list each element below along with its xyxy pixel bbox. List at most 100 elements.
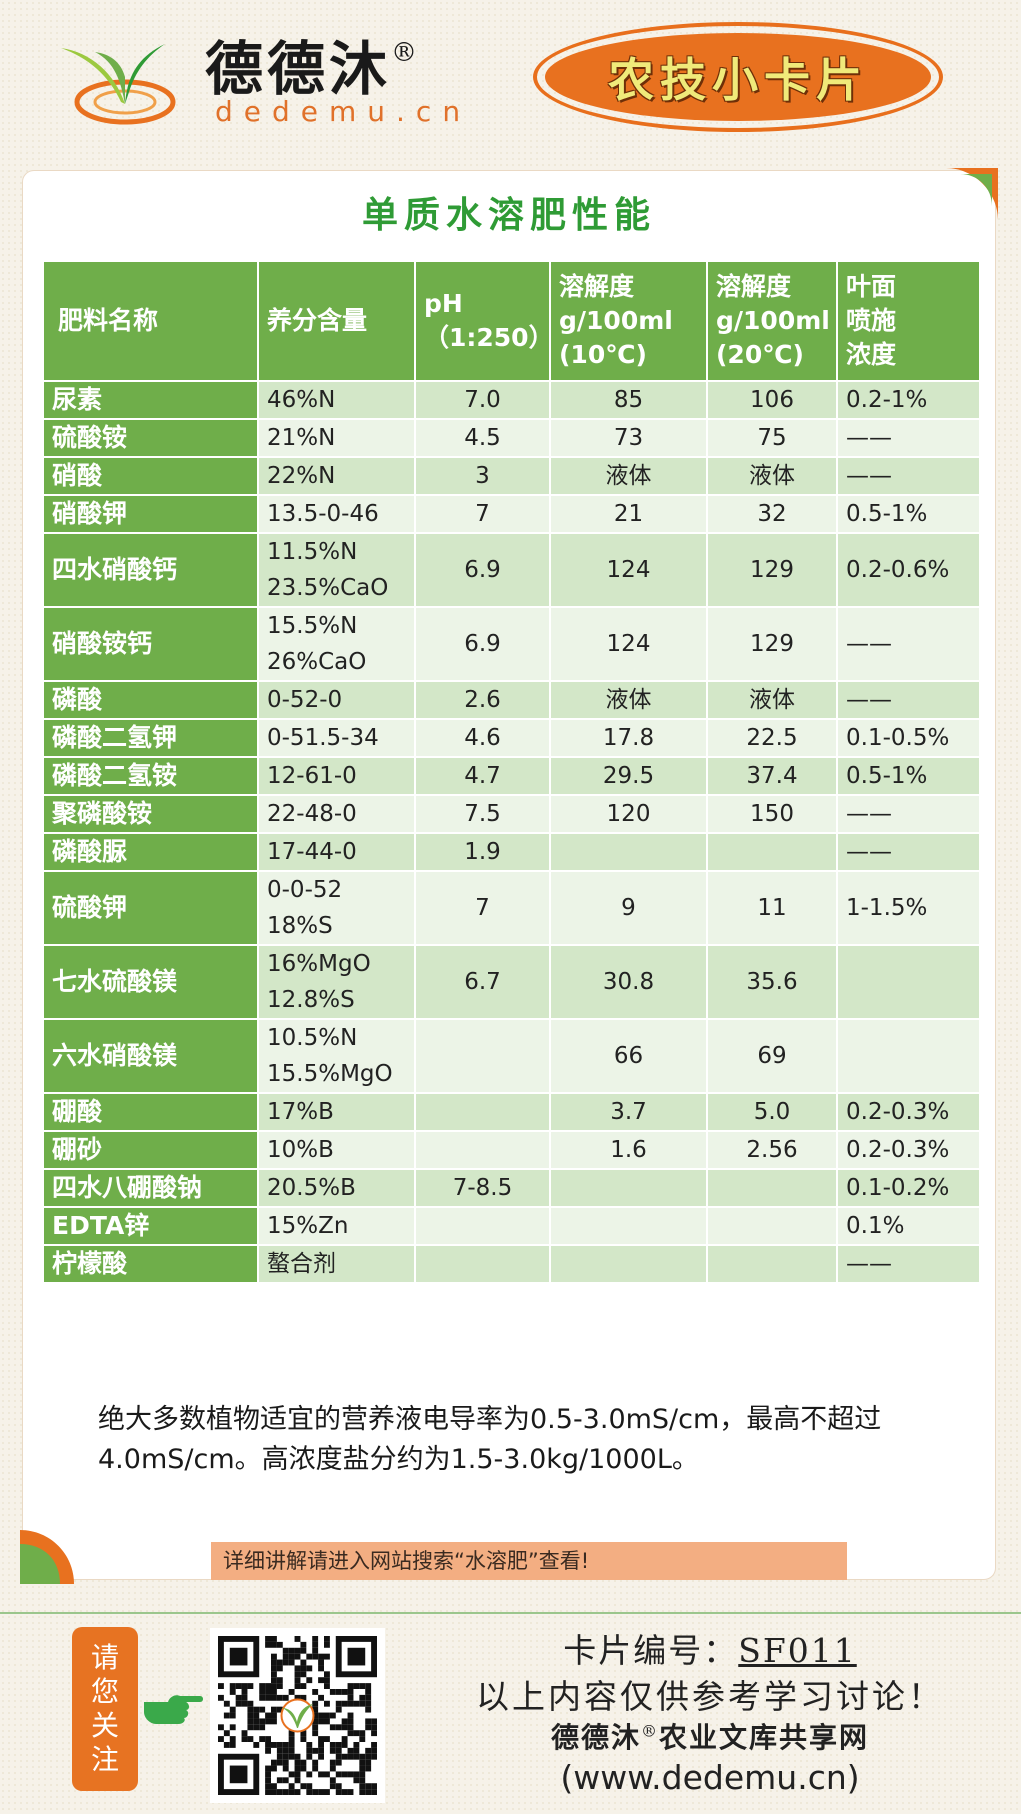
column-header-line: 叶面 (846, 272, 897, 301)
solubility-10c (550, 1244, 708, 1282)
disclaimer: 以上内容仅供参考学习讨论！ (476, 1677, 944, 1716)
column-header-line: g/100ml (716, 306, 830, 335)
table-row: 尿素 46%N 7.0 85 106 0.2-1% (44, 380, 979, 419)
solubility-10c: 124 (550, 532, 708, 607)
table-row: 磷酸二氢钾 0-51.5-34 4.6 17.8 22.5 0.1-0.5% (44, 718, 979, 757)
solubility-10c: 120 (550, 794, 708, 833)
solubility-10c: 85 (550, 380, 708, 419)
nutrient-content: 螯合剂 (258, 1244, 416, 1282)
table-row: 硫酸钾 0-0-52 18%S 7 9 11 1-1.5% (44, 870, 979, 945)
ph-value: 3 (415, 456, 551, 495)
fertilizer-name: 尿素 (44, 380, 259, 419)
fertilizer-name: 硼酸 (44, 1092, 259, 1131)
solubility-10c (550, 1206, 708, 1245)
fertilizer-name: 磷酸脲 (44, 832, 259, 871)
nutrient-line: 13.5-0-46 (267, 501, 379, 527)
fertilizer-name: 柠檬酸 (44, 1244, 259, 1282)
solubility-20c: 液体 (707, 456, 838, 495)
nutrient-content: 16%MgO 12.8%S (258, 944, 416, 1019)
follow-char: 关 (90, 1709, 119, 1742)
ph-value (415, 1130, 551, 1169)
ph-value (415, 1092, 551, 1131)
badge-text: 农技小卡片 (608, 53, 868, 107)
conductivity-note: 绝大多数植物适宜的营养液电导率为0.5-3.0mS/cm，最高不超过4.0mS/… (98, 1404, 882, 1475)
solubility-20c: 69 (707, 1018, 838, 1093)
foliar-concentration: 0.1-0.5% (837, 718, 979, 757)
nutrient-line: 10.5%N (267, 1025, 358, 1051)
follow-char: 注 (90, 1743, 119, 1776)
nutrient-line: 12-61-0 (267, 763, 357, 789)
column-header-line: 溶解度 (559, 272, 635, 301)
table-body: 尿素 46%N 7.0 85 106 0.2-1% 硫酸铵 21%N 4.5 73 75 —— 硝酸 22… (44, 380, 979, 1282)
brand-name: 德德沐® (205, 35, 418, 103)
table-row: 硼酸 17%B 3.7 5.0 0.2-0.3% (44, 1092, 979, 1131)
ph-value: 6.7 (415, 944, 551, 1019)
column-header-line: 喷施 (846, 306, 897, 335)
foliar-concentration: 0.2-0.6% (837, 532, 979, 607)
solubility-10c: 9 (550, 870, 708, 945)
solubility-10c: 124 (550, 606, 708, 681)
nutrient-content: 10.5%N 15.5%MgO (258, 1018, 416, 1093)
table-row: 硼砂 10%B 1.6 2.56 0.2-0.3% (44, 1130, 979, 1169)
solubility-20c (707, 1206, 838, 1245)
column-header-line: 溶解度 (716, 272, 792, 301)
foliar-concentration: 0.1-0.2% (837, 1168, 979, 1207)
nutrient-line: 0-51.5-34 (267, 725, 379, 751)
nutrient-line: 0-0-52 (267, 877, 343, 903)
fertilizer-name: EDTA锌 (44, 1206, 259, 1245)
nutrient-content: 12-61-0 (258, 756, 416, 795)
solubility-10c: 29.5 (550, 756, 708, 795)
column-header: pH （1:250） (415, 262, 554, 381)
follow-char: 请 (90, 1641, 119, 1674)
nutrient-line: 22-48-0 (267, 801, 357, 827)
foliar-concentration: —— (837, 606, 979, 681)
foliar-concentration: —— (837, 418, 979, 457)
nutrient-content: 15.5%N 26%CaO (258, 606, 416, 681)
table-row: 六水硝酸镁 10.5%N 15.5%MgO 66 69 (44, 1018, 979, 1093)
column-header-line: pH (424, 289, 463, 318)
nutrient-line: 17-44-0 (267, 839, 357, 865)
nutrient-line: 22%N (267, 463, 336, 489)
footer-divider (0, 1612, 1021, 1614)
fertilizer-name: 七水硫酸镁 (44, 944, 259, 1019)
foliar-concentration: 0.1% (837, 1206, 979, 1245)
column-header: 溶解度 g/100ml (20℃) (707, 262, 838, 381)
sprout-logo-icon (61, 44, 176, 125)
solubility-20c: 35.6 (707, 944, 838, 1019)
solubility-10c: 17.8 (550, 718, 708, 757)
solubility-20c (707, 832, 838, 871)
solubility-20c: 37.4 (707, 756, 838, 795)
table-row: 硝酸 22%N 3 液体 液体 —— (44, 456, 979, 495)
card-number: 卡片编号：SF011 (563, 1631, 857, 1670)
column-header-line: g/100ml (559, 306, 673, 335)
table-header-row: 肥料名称 养分含量 pH （1:250） 溶解度 g/100ml (10℃) 溶解度 g/100… (44, 262, 979, 381)
solubility-20c: 129 (707, 532, 838, 607)
nutrient-line: 26%CaO (267, 649, 367, 675)
foliar-concentration: —— (837, 456, 979, 495)
fertilizer-name: 磷酸二氢钾 (44, 718, 259, 757)
nutrient-line: 20.5%B (267, 1175, 356, 1201)
brand-domain: dedemu.cn (215, 95, 472, 128)
corner-ornament-icon (946, 168, 998, 220)
solubility-20c: 150 (707, 794, 838, 833)
nutrient-content: 0-52-0 (258, 680, 416, 719)
column-header-line: (20℃) (716, 340, 804, 369)
solubility-20c (707, 1168, 838, 1207)
ph-value: 4.5 (415, 418, 551, 457)
foliar-concentration (837, 1018, 979, 1093)
ph-value: 6.9 (415, 606, 551, 681)
ph-value: 7 (415, 870, 551, 945)
solubility-20c: 22.5 (707, 718, 838, 757)
column-header: 叶面 喷施 浓度 (837, 262, 979, 381)
fertilizer-name: 硝酸 (44, 456, 259, 495)
qr-code[interactable] (210, 1628, 385, 1803)
nutrient-content: 10%B (258, 1130, 416, 1169)
foliar-concentration: 0.5-1% (837, 494, 979, 533)
site-url[interactable]: (www.dedemu.cn) (560, 1758, 860, 1797)
fertilizer-name: 硝酸钾 (44, 494, 259, 533)
nutrient-content: 17-44-0 (258, 832, 416, 871)
nutrient-line: 15.5%MgO (267, 1061, 393, 1087)
solubility-10c: 液体 (550, 680, 708, 719)
follow-tag: 请您关注 (72, 1627, 138, 1791)
foliar-concentration: 0.2-1% (837, 380, 979, 419)
